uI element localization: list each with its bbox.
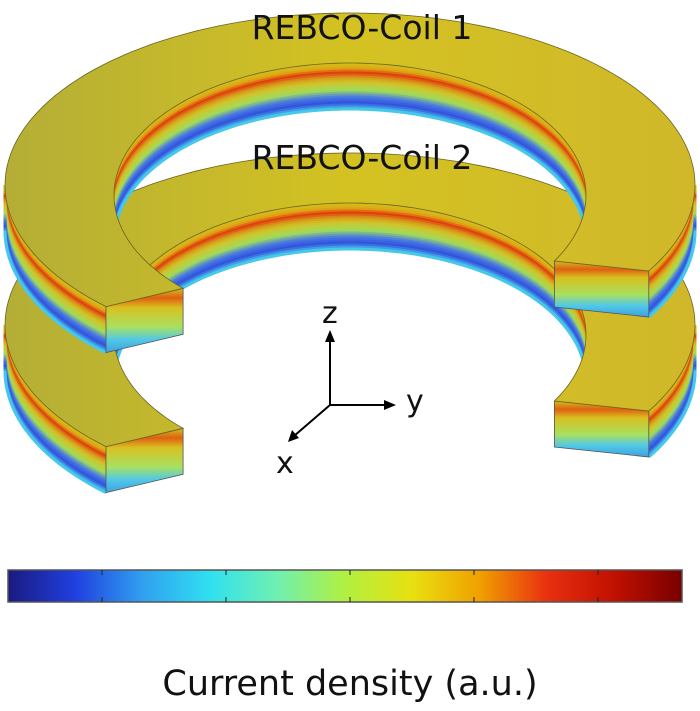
- y-axis-label: y: [406, 384, 424, 419]
- colorbar: [7, 569, 683, 603]
- coil-1: [3, 12, 697, 354]
- x-axis-label: x: [276, 446, 294, 481]
- colorbar-caption: Current density (a.u.): [162, 664, 538, 704]
- coil-2-label: REBCO-Coil 2: [251, 138, 473, 177]
- coordinate-axes: [288, 330, 396, 442]
- z-axis-label: z: [322, 296, 338, 331]
- coil-1-label: REBCO-Coil 1: [251, 8, 473, 47]
- top-face: [4, 12, 696, 308]
